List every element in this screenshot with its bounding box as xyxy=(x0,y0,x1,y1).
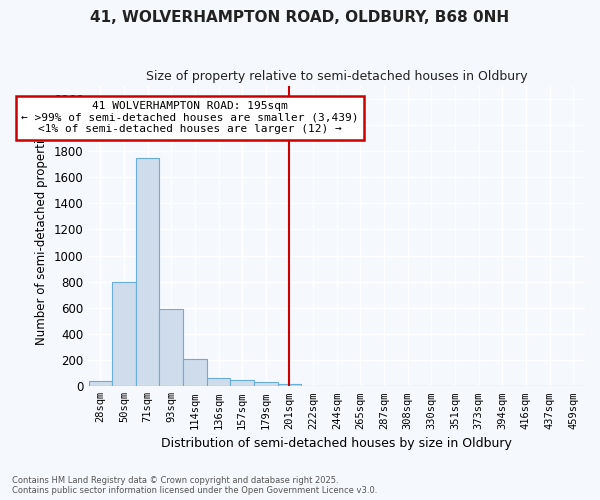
Y-axis label: Number of semi-detached properties: Number of semi-detached properties xyxy=(35,126,49,345)
Title: Size of property relative to semi-detached houses in Oldbury: Size of property relative to semi-detach… xyxy=(146,70,527,83)
Bar xyxy=(254,382,278,386)
Bar xyxy=(89,381,112,386)
Bar xyxy=(183,360,207,386)
X-axis label: Distribution of semi-detached houses by size in Oldbury: Distribution of semi-detached houses by … xyxy=(161,437,512,450)
Bar xyxy=(160,309,183,386)
Bar xyxy=(207,378,230,386)
Text: 41, WOLVERHAMPTON ROAD, OLDBURY, B68 0NH: 41, WOLVERHAMPTON ROAD, OLDBURY, B68 0NH xyxy=(91,10,509,25)
Text: Contains HM Land Registry data © Crown copyright and database right 2025.
Contai: Contains HM Land Registry data © Crown c… xyxy=(12,476,377,495)
Text: 41 WOLVERHAMPTON ROAD: 195sqm
← >99% of semi-detached houses are smaller (3,439): 41 WOLVERHAMPTON ROAD: 195sqm ← >99% of … xyxy=(22,101,359,134)
Bar xyxy=(112,282,136,387)
Bar xyxy=(136,158,160,386)
Bar xyxy=(278,384,301,386)
Bar xyxy=(230,380,254,386)
